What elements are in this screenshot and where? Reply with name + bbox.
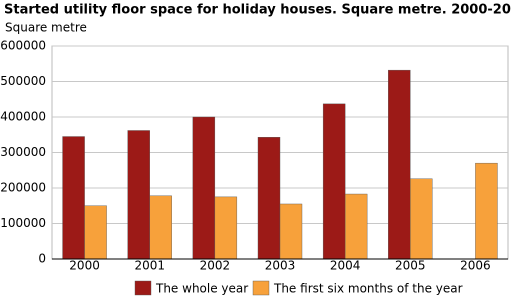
y-tick-label: 600000 bbox=[0, 39, 46, 53]
chart-title: Started utility floor space for holiday … bbox=[4, 3, 511, 18]
bar bbox=[149, 195, 172, 260]
y-axis-label: Square metre bbox=[5, 21, 87, 35]
bar bbox=[344, 193, 368, 260]
x-tick-label: 2003 bbox=[265, 259, 296, 273]
x-tick-label: 2002 bbox=[200, 259, 231, 273]
y-tick-label: 300000 bbox=[0, 145, 46, 159]
bar bbox=[257, 137, 281, 260]
bar bbox=[279, 203, 303, 260]
bar bbox=[84, 205, 107, 260]
bar bbox=[62, 136, 85, 260]
x-tick-label: 2004 bbox=[330, 259, 361, 273]
x-tick-label: 2000 bbox=[69, 259, 100, 273]
y-tick-label: 0 bbox=[38, 252, 46, 266]
x-tick-label: 2006 bbox=[460, 259, 491, 273]
bar bbox=[192, 116, 216, 260]
legend-swatch bbox=[134, 280, 152, 296]
y-tick-label: 400000 bbox=[0, 110, 46, 124]
bar bbox=[322, 103, 346, 260]
y-tick-label: 200000 bbox=[0, 181, 46, 195]
legend-label: The first six months of the year bbox=[273, 282, 463, 296]
x-tick-label: 2005 bbox=[395, 259, 426, 273]
y-tick-label: 500000 bbox=[0, 74, 46, 88]
bar bbox=[475, 162, 498, 260]
x-tick-label: 2001 bbox=[134, 259, 165, 273]
y-tick-label: 100000 bbox=[0, 216, 46, 230]
bar bbox=[127, 130, 150, 260]
legend-label: The whole year bbox=[155, 282, 248, 296]
bar bbox=[388, 69, 411, 260]
legend-swatch bbox=[252, 280, 270, 296]
bar bbox=[214, 196, 238, 260]
bar bbox=[410, 178, 433, 260]
